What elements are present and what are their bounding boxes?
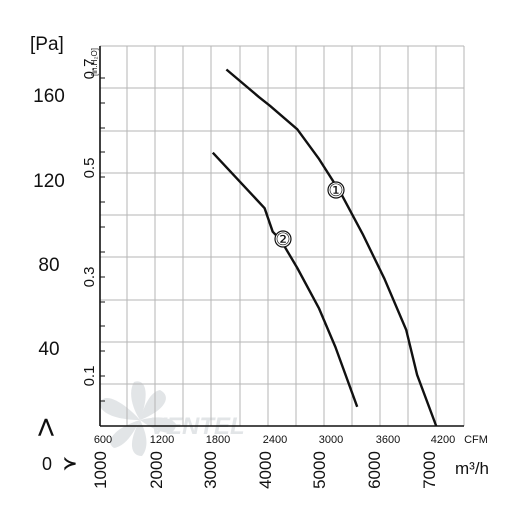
x-m3h-tick-6000: 6000 [365,451,384,489]
series-label-1-circle [327,181,345,199]
series-line-1 [225,68,438,427]
series-label-2-text: ② [275,230,290,249]
x-cfm-tick-3600: 3600 [376,434,400,446]
series-label-1: ① [327,181,345,200]
m3h-axis-arrow-icon: ≻ [63,454,77,473]
y-inh2o-tick-0-5: 0.5 [81,158,98,179]
y-pa-tick-120: 120 [33,171,65,192]
y-inh2o-tick-0-1: 0.1 [81,366,98,387]
series-label-2: ② [274,230,292,249]
y-pa-tick-160: 160 [33,86,65,107]
x-cfm-tick-1800: 1800 [206,434,230,446]
pa-axis-arrow-icon: ⋀ [38,416,55,436]
x-m3h-tick-5000: 5000 [310,451,329,489]
y-inh2o-tick-0-3: 0.3 [81,267,98,288]
x-cfm-tick-3000: 3000 [319,434,343,446]
x-unit-m3h: m³/h [455,459,489,478]
y-unit-pa: [Pa] [30,34,64,55]
x-unit-cfm: CFM [464,434,488,446]
x-cfm-tick-1200: 1200 [150,434,174,446]
y-pa-tick-40: 40 [38,339,59,360]
x-m3h-tick-1000: 1000 [91,451,110,489]
x-m3h-tick-2000: 2000 [147,451,166,489]
x-cfm-tick-2400: 2400 [263,434,287,446]
axis-zero-label: 0 [42,454,52,474]
x-m3h-tick-3000: 3000 [201,451,220,489]
x-cfm-tick-4200: 4200 [431,434,455,446]
series-label-1-text: ① [328,181,343,200]
x-cfm-tick-600: 600 [94,434,112,446]
series-label-2-circle [274,230,292,248]
x-m3h-tick-4000: 4000 [256,451,275,489]
y-unit-inh2o: [in.H₂O] [90,48,99,76]
y-inh2o-tick-0-7: 0.7 [81,59,98,80]
fan-blade-icon [100,381,176,456]
y-pa-tick-80: 80 [38,255,59,276]
x-m3h-tick-7000: 7000 [420,451,439,489]
